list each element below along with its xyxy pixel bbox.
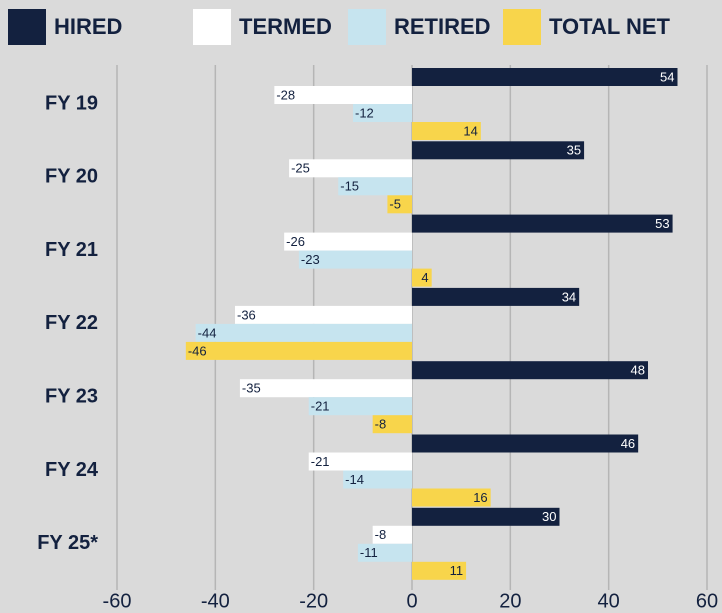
y-tick-label: FY 22 bbox=[45, 312, 98, 334]
data-label: 16 bbox=[473, 490, 487, 505]
data-label: -44 bbox=[198, 325, 217, 340]
legend-label: HIRED bbox=[54, 14, 122, 39]
x-tick-label: 40 bbox=[598, 590, 620, 612]
data-label: -15 bbox=[340, 179, 359, 194]
bar bbox=[412, 561, 467, 580]
data-label: 46 bbox=[621, 436, 635, 451]
bar bbox=[289, 159, 412, 178]
y-tick-label: FY 19 bbox=[45, 92, 98, 114]
legend-swatch bbox=[503, 9, 541, 45]
data-label: -46 bbox=[188, 343, 207, 358]
data-label: -8 bbox=[375, 527, 387, 542]
data-label: -25 bbox=[291, 161, 310, 176]
bar bbox=[338, 177, 412, 196]
data-label: 54 bbox=[660, 69, 674, 84]
bar bbox=[274, 86, 412, 104]
bar bbox=[239, 379, 412, 398]
bar bbox=[412, 122, 481, 140]
data-label: 14 bbox=[463, 123, 477, 138]
bar bbox=[372, 415, 412, 434]
bar bbox=[298, 250, 412, 269]
x-tick-label: 60 bbox=[696, 590, 718, 612]
bar bbox=[412, 287, 580, 306]
x-tick-label: -40 bbox=[201, 590, 230, 612]
data-label: -11 bbox=[360, 545, 378, 560]
data-label: -5 bbox=[389, 197, 401, 212]
bar bbox=[353, 104, 412, 122]
bar bbox=[387, 195, 412, 214]
bar bbox=[357, 543, 412, 562]
bar bbox=[235, 305, 412, 324]
bar bbox=[412, 141, 585, 160]
legend-label: TERMED bbox=[239, 14, 332, 39]
y-tick-label: FY 20 bbox=[45, 166, 98, 188]
y-tick-label: FY 21 bbox=[45, 239, 98, 261]
legend-label: RETIRED bbox=[394, 14, 491, 39]
x-tick-label: 0 bbox=[406, 590, 417, 612]
data-label: 34 bbox=[562, 289, 576, 304]
x-tick-label: 20 bbox=[499, 590, 521, 612]
x-tick-label: -20 bbox=[299, 590, 328, 612]
data-label: -36 bbox=[237, 307, 256, 322]
data-label: 53 bbox=[655, 216, 669, 231]
bar bbox=[412, 268, 432, 287]
data-label: -28 bbox=[276, 87, 295, 102]
data-label: 30 bbox=[542, 509, 556, 524]
y-tick-label: FY 24 bbox=[45, 459, 99, 481]
x-tick-label: -60 bbox=[103, 590, 132, 612]
data-label: -8 bbox=[375, 417, 387, 432]
data-label: -12 bbox=[355, 105, 374, 120]
bar bbox=[185, 341, 412, 360]
legend-swatch bbox=[8, 9, 46, 45]
data-label: 48 bbox=[631, 363, 645, 378]
data-label: 4 bbox=[421, 270, 428, 285]
bar bbox=[412, 214, 673, 233]
data-label: -21 bbox=[311, 399, 330, 414]
data-label: 35 bbox=[567, 143, 581, 158]
bar bbox=[308, 397, 412, 416]
bar bbox=[343, 470, 412, 489]
y-tick-label: FY 23 bbox=[45, 385, 98, 407]
bar bbox=[195, 323, 412, 342]
bar bbox=[412, 361, 648, 380]
bar bbox=[412, 488, 491, 507]
data-label: -21 bbox=[311, 454, 330, 469]
bar bbox=[284, 232, 412, 251]
bar bbox=[308, 452, 412, 471]
data-label: -26 bbox=[286, 234, 305, 249]
data-label: -14 bbox=[345, 472, 364, 487]
y-tick-label: FY 25* bbox=[37, 532, 98, 554]
legend-swatch bbox=[348, 9, 386, 45]
data-label: -35 bbox=[242, 381, 261, 396]
bar bbox=[412, 68, 678, 86]
legend-swatch bbox=[193, 9, 231, 45]
bar bbox=[412, 507, 560, 526]
data-label: 11 bbox=[450, 563, 464, 578]
bar bbox=[372, 525, 412, 544]
legend-label: TOTAL NET bbox=[549, 14, 671, 39]
bar bbox=[412, 434, 639, 453]
data-label: -23 bbox=[301, 252, 320, 267]
